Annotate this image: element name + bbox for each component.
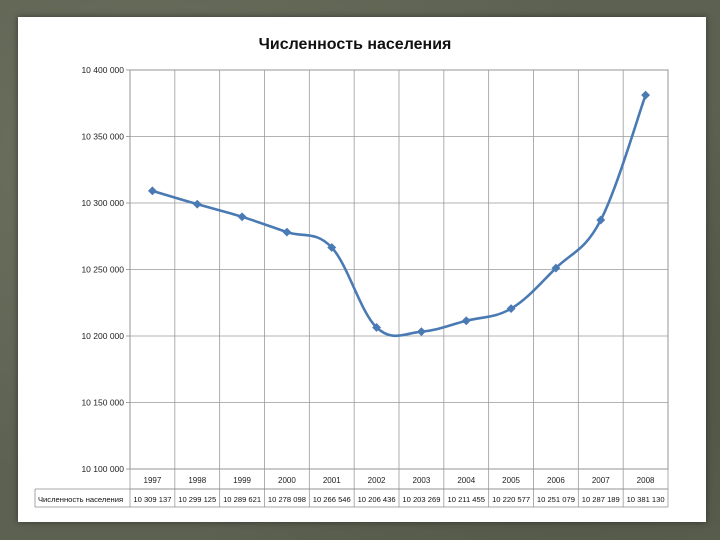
data-point bbox=[192, 199, 202, 209]
data-table-value: 10 220 577 bbox=[492, 495, 530, 504]
data-table: 1997 10 309 137 1998 10 299 125 1999 10 289 6… bbox=[34, 476, 668, 508]
data-table-value: 10 266 546 bbox=[313, 495, 351, 504]
x-tick-label: 1997 bbox=[144, 476, 162, 485]
data-point bbox=[147, 186, 157, 196]
y-axis: 10 100 000 10 150 000 10 200 000 10 250 000… bbox=[81, 65, 130, 474]
population-chart: Численность населения 10 100 000 10 150 0… bbox=[34, 36, 669, 508]
data-point bbox=[282, 227, 292, 237]
chart-slide: Численность населения 10 100 000 10 150 0… bbox=[18, 17, 706, 522]
x-tick-label: 1998 bbox=[188, 476, 206, 485]
data-point bbox=[237, 212, 247, 222]
data-table-value: 10 381 130 bbox=[627, 495, 665, 504]
data-point bbox=[372, 323, 382, 332]
data-table-value: 10 203 269 bbox=[402, 495, 440, 504]
y-tick-label: 10 200 000 bbox=[81, 331, 124, 341]
y-tick-label: 10 350 000 bbox=[81, 132, 124, 142]
y-tick-label: 10 250 000 bbox=[81, 265, 124, 275]
y-tick-label: 10 100 000 bbox=[81, 464, 124, 474]
data-point bbox=[461, 316, 471, 326]
data-table-value: 10 278 098 bbox=[268, 495, 306, 504]
data-table-value: 10 299 125 bbox=[178, 495, 216, 504]
data-table-value: 10 251 079 bbox=[537, 495, 575, 504]
x-tick-label: 2003 bbox=[413, 476, 431, 485]
y-tick-label: 10 400 000 bbox=[81, 65, 124, 75]
x-tick-label: 1999 bbox=[233, 476, 251, 485]
x-tick-label: 2000 bbox=[278, 476, 296, 485]
x-tick-label: 2007 bbox=[592, 476, 610, 485]
grid-lines bbox=[129, 69, 669, 507]
data-table-value: 10 206 436 bbox=[358, 495, 396, 504]
data-table-value: 10 211 455 bbox=[448, 495, 485, 504]
data-point bbox=[327, 243, 337, 252]
chart-title: Численность населения bbox=[259, 36, 452, 53]
data-table-value: 10 289 621 bbox=[223, 495, 261, 504]
plot-area bbox=[147, 90, 651, 338]
x-tick-label: 2006 bbox=[547, 476, 565, 485]
y-tick-label: 10 300 000 bbox=[81, 198, 124, 208]
data-point bbox=[506, 304, 516, 314]
x-tick-label: 2001 bbox=[323, 476, 341, 485]
x-tick-label: 2002 bbox=[368, 476, 386, 485]
data-point bbox=[551, 263, 561, 273]
y-tick-label: 10 150 000 bbox=[81, 398, 124, 408]
x-tick-label: 2005 bbox=[502, 476, 520, 485]
x-tick-label: 2008 bbox=[637, 476, 655, 485]
data-point bbox=[416, 327, 426, 337]
data-table-value: 10 309 137 bbox=[133, 495, 171, 504]
x-tick-label: 2004 bbox=[457, 476, 475, 485]
data-point bbox=[641, 90, 651, 100]
series-name-label: Численность населения bbox=[38, 495, 123, 504]
data-point bbox=[596, 215, 606, 225]
data-table-value: 10 287 189 bbox=[582, 495, 620, 504]
